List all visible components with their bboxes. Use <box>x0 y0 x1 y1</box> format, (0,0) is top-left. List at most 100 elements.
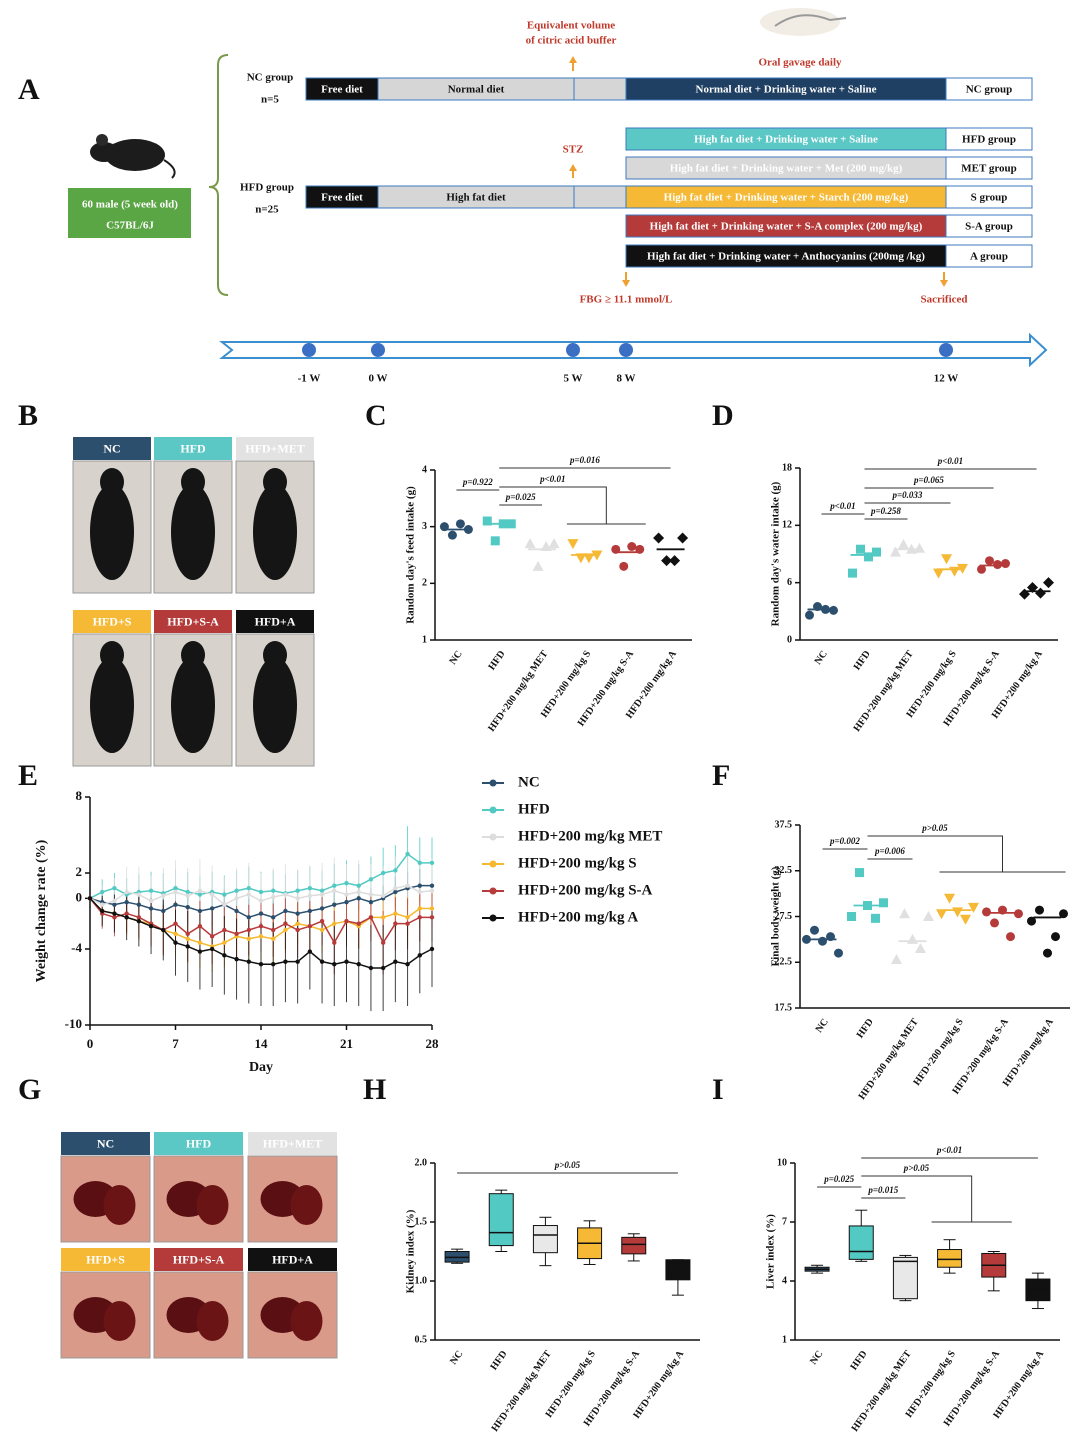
point <box>197 949 203 954</box>
point <box>234 896 239 901</box>
point <box>173 931 178 936</box>
y-tick-label: 1 <box>422 634 427 645</box>
panel-label: D <box>712 399 734 432</box>
point <box>417 953 422 958</box>
point <box>319 918 325 924</box>
point <box>429 946 435 952</box>
point <box>356 962 361 967</box>
point <box>429 883 435 888</box>
x-tick-label: NC <box>808 1349 825 1367</box>
point <box>148 888 154 893</box>
point <box>380 893 386 898</box>
point <box>161 893 166 898</box>
point <box>258 889 264 895</box>
x-tick-label: HFD <box>488 1349 509 1373</box>
photo-label: HFD+S <box>86 1252 125 1266</box>
bracket <box>499 486 646 525</box>
point <box>653 532 665 544</box>
point <box>635 544 645 554</box>
point <box>380 940 386 945</box>
y-axis-label: Random day's water intake (g) <box>770 481 782 626</box>
mouse-icon <box>96 134 108 146</box>
point <box>148 924 154 929</box>
p-value: p=0.025 <box>505 492 536 502</box>
y-axis-label: Weight change rate (%) <box>34 839 49 982</box>
point <box>356 921 361 926</box>
photo-label: HFD+A <box>272 1252 313 1266</box>
point <box>185 944 190 949</box>
point <box>344 899 349 905</box>
point <box>429 888 435 893</box>
point <box>161 908 166 914</box>
legend-label: NC <box>518 774 540 790</box>
point <box>1019 588 1030 600</box>
annotation: Sacrificed <box>920 294 967 306</box>
stage-text: A group <box>970 251 1008 263</box>
point <box>933 568 944 579</box>
mouse-photo <box>181 468 205 496</box>
y-tick-label: 1.5 <box>415 1216 428 1227</box>
point <box>941 554 952 565</box>
point <box>813 602 822 612</box>
x-tick-label: NC <box>447 649 464 667</box>
point <box>985 556 994 566</box>
point <box>112 911 117 916</box>
y-tick-label: 6 <box>787 577 792 588</box>
photo-label: HFD+S <box>93 614 132 628</box>
point <box>677 532 689 544</box>
point <box>271 888 276 893</box>
photo-label: NC <box>103 441 120 455</box>
point <box>246 927 251 933</box>
point <box>283 959 288 964</box>
bracket <box>861 1175 1012 1223</box>
panel-label: E <box>18 759 38 792</box>
stage-text: HFD group <box>962 134 1016 146</box>
gavage-icon <box>774 14 847 27</box>
point <box>222 953 227 958</box>
legend-label: HFD+200 mg/kg S-A <box>518 882 653 898</box>
point <box>627 542 637 551</box>
p-value: p<0.01 <box>936 1145 962 1155</box>
point <box>271 894 276 900</box>
photo-label-box <box>248 1248 337 1271</box>
photo-label-box <box>154 437 232 460</box>
point <box>429 906 435 911</box>
point <box>319 892 325 897</box>
x-tick-label: NC <box>448 1349 465 1367</box>
point <box>356 889 361 895</box>
point <box>1051 932 1060 942</box>
point <box>222 927 227 933</box>
x-tick-label: HFD <box>486 649 507 673</box>
point <box>583 553 595 564</box>
photo-label-box <box>236 610 314 633</box>
point <box>332 888 337 893</box>
timeline-label: 0 W <box>368 373 387 385</box>
x-tick-label: HFD+200 mg/kg S <box>911 1016 966 1087</box>
point <box>319 959 325 964</box>
point <box>295 959 300 964</box>
point <box>319 906 325 911</box>
y-tick-label: 1.0 <box>415 1275 428 1286</box>
point <box>283 908 288 914</box>
annotation: FBG ≥ 11.1 mmol/L <box>580 294 673 306</box>
stage-text: MET group <box>961 163 1017 175</box>
photo-label: HFD+MET <box>245 441 305 455</box>
point <box>112 902 117 907</box>
point <box>506 519 516 529</box>
p-value: p=0.033 <box>892 490 923 500</box>
point <box>906 543 917 554</box>
x-tick-label: 7 <box>172 1036 179 1051</box>
point <box>112 898 117 904</box>
photo-label: HFD <box>180 441 206 455</box>
point <box>222 902 227 907</box>
point <box>405 921 410 926</box>
point <box>1027 581 1038 593</box>
photo-label-box <box>236 437 314 460</box>
timeline-label: 8 W <box>616 373 635 385</box>
point <box>915 943 926 954</box>
stage-text: High fat diet + Drinking water + S-A com… <box>650 221 923 233</box>
y-tick-label: 27.5 <box>775 911 793 922</box>
point <box>209 906 215 911</box>
point <box>540 541 552 551</box>
p-value: p>0.05 <box>903 1163 930 1173</box>
